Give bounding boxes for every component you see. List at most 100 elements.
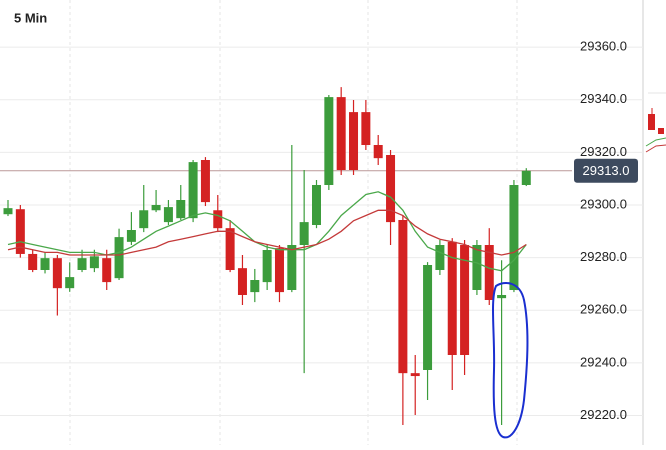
candle [77, 249, 87, 273]
candle-body [200, 160, 210, 203]
candle [163, 200, 173, 225]
candle [40, 252, 50, 274]
candle-body [423, 265, 433, 370]
candle [447, 238, 457, 390]
moving-average [7, 209, 527, 256]
chart-title: 5 Min [14, 10, 47, 25]
candle-body [65, 277, 75, 289]
candle-body [89, 256, 99, 269]
candle [509, 180, 519, 293]
candle [460, 240, 470, 375]
candle-body [237, 268, 247, 295]
y-tick-label: 29320.0 [580, 144, 627, 159]
candle [484, 228, 494, 305]
candle [250, 268, 260, 303]
price-tag: 29313.0 [583, 163, 630, 178]
candle [361, 100, 371, 150]
y-tick-label: 29280.0 [580, 249, 627, 264]
candle [28, 250, 38, 273]
candle [274, 245, 284, 303]
candle [324, 95, 334, 190]
candle [237, 255, 247, 305]
candle-body [324, 97, 334, 185]
candle-body [460, 245, 470, 355]
candle-body [435, 245, 445, 270]
candle [410, 355, 420, 415]
candle [497, 260, 507, 425]
candle-body [312, 185, 321, 225]
moving-average [7, 191, 527, 272]
candle-body [398, 220, 408, 374]
candle-body [336, 97, 346, 170]
side-panel [645, 92, 666, 153]
y-tick-label: 29360.0 [580, 39, 627, 54]
candle [126, 212, 136, 245]
candle-body [274, 248, 284, 293]
y-tick-label: 29240.0 [580, 354, 627, 369]
y-tick-label: 29220.0 [580, 407, 627, 422]
candle [139, 185, 149, 233]
candle-body [52, 258, 62, 289]
candle-body [126, 230, 136, 242]
candle [287, 145, 297, 293]
candle-body [484, 245, 494, 300]
price-tag-bg [574, 158, 638, 183]
candle [213, 195, 223, 233]
candle [15, 205, 25, 258]
candle-body [188, 162, 198, 219]
candle-body [102, 258, 112, 283]
candle [225, 220, 235, 273]
side-candle [648, 114, 655, 130]
candle-body [3, 208, 13, 215]
candle-body [410, 373, 420, 377]
candle [188, 160, 198, 223]
candle [114, 228, 124, 280]
candle-body [287, 245, 297, 290]
side-candle [658, 128, 664, 134]
candle [52, 255, 62, 316]
candle-body [521, 170, 531, 185]
candle [176, 185, 186, 220]
candle-body [225, 228, 235, 270]
candle [262, 245, 272, 290]
candle [521, 168, 531, 187]
plot-area: 29220.0 29240.0 29260.0 29280.0 29300.0 29320… [0, 39, 643, 425]
y-tick-label: 29260.0 [580, 302, 627, 317]
candle [65, 262, 75, 292]
candle-body [497, 295, 507, 299]
candle-body [349, 112, 359, 170]
candle-body [163, 207, 173, 223]
candle [435, 240, 445, 275]
candle-body [373, 145, 383, 159]
candle [102, 249, 112, 290]
candle-body [114, 237, 124, 279]
candle-body [213, 210, 223, 229]
candle-body [28, 253, 38, 270]
candle [336, 87, 346, 175]
candle [200, 157, 210, 207]
candle-body [299, 222, 309, 245]
side-line [645, 137, 666, 147]
candle-body [176, 200, 186, 219]
candle [151, 190, 161, 213]
candle-body [361, 112, 371, 145]
candle-body [139, 210, 149, 229]
side-line [645, 144, 666, 153]
candle-body [386, 155, 396, 223]
candle-body [40, 258, 50, 270]
candle [349, 100, 359, 175]
candle [89, 249, 99, 273]
candle [299, 170, 309, 374]
candle-body [77, 258, 87, 270]
candle-body [15, 209, 25, 254]
candle [373, 135, 383, 165]
candle [3, 200, 13, 217]
y-tick-label: 29300.0 [580, 196, 627, 211]
candle-body [509, 185, 519, 290]
candle-body [472, 245, 482, 290]
candle [398, 215, 408, 425]
candle [423, 262, 433, 400]
candle-body [447, 241, 457, 355]
